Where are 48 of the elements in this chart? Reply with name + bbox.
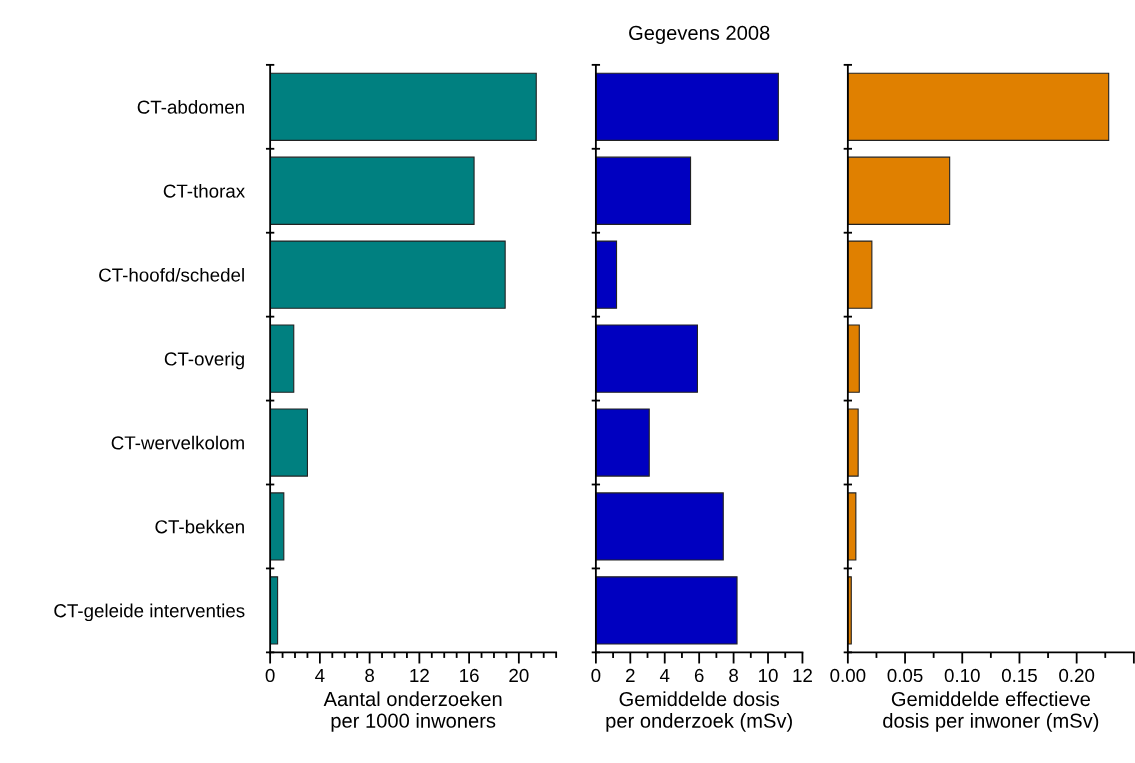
x-tick-label: 16 xyxy=(460,668,479,683)
x-tick-label: 0.15 xyxy=(1001,668,1037,683)
x-tick-label: 0 xyxy=(265,668,275,683)
x-tick-label: 4 xyxy=(659,669,670,682)
y-tick-label: CT-abdomen xyxy=(137,100,244,114)
x-tick-label: 20 xyxy=(509,668,529,683)
bar xyxy=(595,156,692,225)
bar xyxy=(595,492,724,561)
x-axis-title: Gemiddelde effectieve dosis per inwoner (mSv) xyxy=(883,691,1099,732)
bar xyxy=(847,156,951,225)
bar xyxy=(270,240,506,309)
bar xyxy=(270,408,308,477)
y-tick-label: CT-hoofd/schedel xyxy=(99,267,244,282)
bar xyxy=(595,576,738,645)
bar xyxy=(270,324,295,393)
x-tick-label: 12 xyxy=(410,668,429,682)
y-tick-label: CT-wervelkolom xyxy=(111,435,244,450)
y-tick-label: CT-geleide interventies xyxy=(54,603,245,622)
bar xyxy=(847,240,873,309)
bar xyxy=(270,492,285,561)
x-tick-label: 2 xyxy=(626,668,635,682)
bar xyxy=(595,72,779,141)
x-axis-title: Aantal onderzoeken per 1000 inwoners xyxy=(323,691,502,732)
bar xyxy=(847,72,1110,141)
chart-title: Gegevens 2008 xyxy=(629,25,770,45)
x-tick-label: 8 xyxy=(365,668,375,683)
bar xyxy=(847,324,860,393)
y-tick-label: CT-thorax xyxy=(163,183,245,198)
x-tick-label: 6 xyxy=(694,668,704,683)
x-tick-label: 12 xyxy=(793,668,812,682)
x-tick-label: 0.05 xyxy=(887,668,923,683)
bar xyxy=(270,156,475,225)
y-tick-label: CT-bekken xyxy=(155,519,244,534)
x-tick-label: 0.10 xyxy=(944,668,980,683)
x-tick-label: 10 xyxy=(759,668,778,683)
x-tick-label: 0.00 xyxy=(830,668,866,683)
x-tick-label: 4 xyxy=(315,669,325,682)
x-tick-label: 0 xyxy=(591,668,601,683)
x-axis-title: Gemiddelde dosis per onderzoek (mSv) xyxy=(606,691,792,732)
bar xyxy=(847,408,859,477)
bar xyxy=(847,492,857,561)
bar xyxy=(270,72,537,141)
x-tick-label: 8 xyxy=(729,668,738,683)
y-tick-label: CT-overig xyxy=(164,351,244,370)
bar xyxy=(595,408,650,477)
bar xyxy=(595,324,698,393)
x-tick-label: 0.20 xyxy=(1059,668,1095,683)
bar xyxy=(595,240,618,309)
